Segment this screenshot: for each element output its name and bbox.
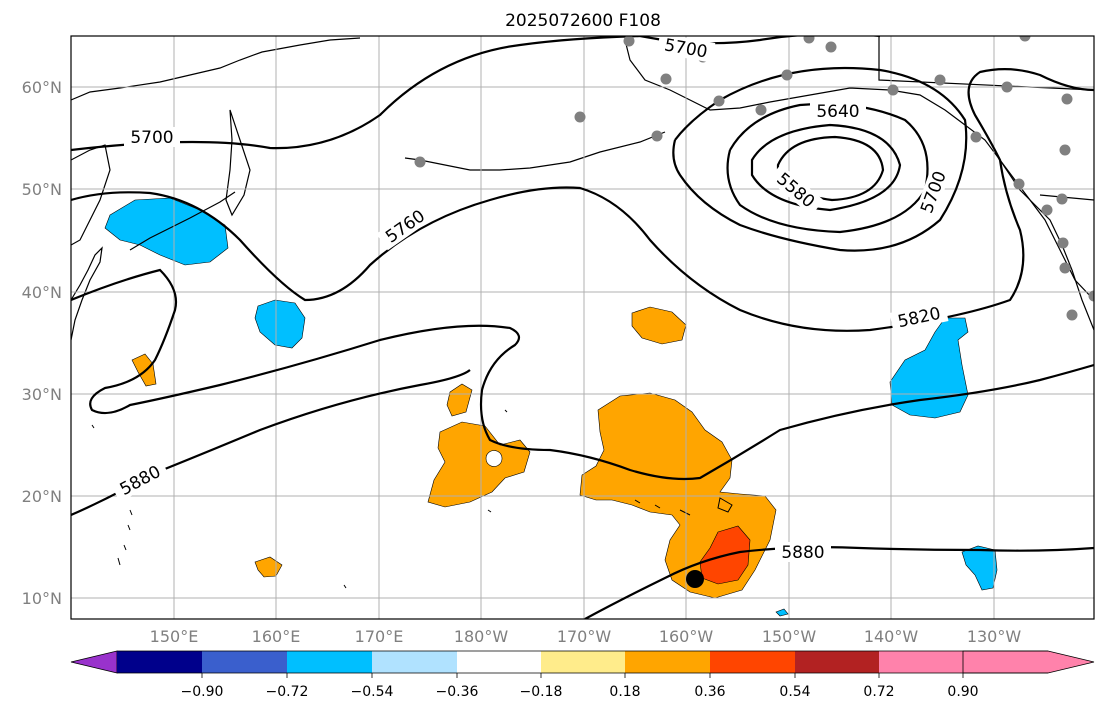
station-dot	[1019, 36, 1031, 42]
colorbar-tick-label: −0.18	[520, 684, 563, 700]
colorbar-tick-label: −0.90	[181, 684, 224, 700]
station-dot	[1001, 81, 1013, 93]
lon-label: 160°W	[659, 627, 714, 646]
colorbar-tick-label: 0.18	[609, 684, 640, 700]
colorbar-bin	[541, 651, 625, 673]
station-dot	[1056, 193, 1068, 205]
colorbar-tick-label: 0.36	[694, 684, 725, 700]
station-dot	[1057, 237, 1069, 249]
negative-anomaly-region	[961, 545, 998, 591]
colorbar-ticks	[201, 673, 964, 678]
colorbar-bin	[287, 651, 372, 673]
colorbar-extend-high	[962, 650, 1095, 674]
figure-title: 2025072600 F108	[505, 11, 661, 31]
kuril-islands	[129, 191, 236, 251]
contour-5700-west	[71, 36, 641, 152]
storm-position-marker	[686, 570, 704, 588]
longitude-labels: 150°E 160°E 170°E 180°W 170°W 160°W 150°…	[150, 627, 1022, 646]
lat-label: 50°N	[22, 180, 62, 199]
colorbar-tick-label: 0.72	[863, 684, 894, 700]
contour-5700-east	[672, 66, 968, 252]
lon-label: 140°W	[864, 627, 919, 646]
lon-label: 150°E	[150, 627, 199, 646]
colorbar-bin	[625, 651, 710, 673]
station-dot	[623, 36, 635, 47]
station-dot	[781, 69, 793, 81]
lat-label: 60°N	[22, 78, 62, 97]
lon-label: 150°W	[762, 627, 817, 646]
map-background	[71, 36, 1094, 619]
station-dot	[1066, 309, 1078, 321]
observation-stations	[414, 36, 1094, 321]
colorbar-bin	[117, 651, 202, 673]
okhotsk-coast	[71, 144, 111, 246]
lon-label: 170°E	[355, 627, 404, 646]
station-dot	[887, 84, 899, 96]
contour-5820	[71, 268, 1094, 481]
colorbar-tick-label: −0.54	[351, 684, 394, 700]
alaska-coast	[624, 39, 1094, 301]
station-dot	[651, 130, 663, 142]
positive-anomaly-region	[631, 306, 687, 345]
map-frame	[70, 35, 1095, 620]
station-dot	[414, 156, 426, 168]
north-america-coast	[999, 159, 1094, 331]
colorbar-bin	[795, 651, 879, 673]
colorbar-extend-low	[70, 650, 118, 674]
station-dot	[934, 74, 946, 86]
station-dot	[660, 73, 672, 85]
contour-label: 5880	[781, 543, 824, 563]
contour-label: 5640	[816, 102, 859, 122]
colorbar-bin	[202, 651, 287, 673]
positive-anomaly-region	[131, 353, 157, 387]
station-dot	[1059, 144, 1071, 156]
lon-label: 160°E	[252, 627, 301, 646]
asia-coast	[71, 37, 361, 101]
colorbar: −0.90 −0.72 −0.54 −0.36 −0.18 0.18 0.36 …	[70, 650, 1095, 700]
lon-label: 130°W	[967, 627, 1022, 646]
colorbar-bin	[710, 651, 795, 673]
negative-anomaly-region	[254, 299, 306, 349]
japan-coast	[71, 246, 103, 341]
hawaii-islands	[634, 497, 733, 516]
negative-anomaly-region	[889, 317, 969, 419]
negative-anomaly-region	[775, 608, 789, 617]
lon-label: 170°W	[557, 627, 612, 646]
station-dot	[1088, 290, 1094, 302]
kamchatka-coast	[225, 109, 251, 217]
lat-label: 40°N	[22, 283, 62, 302]
colorbar-bin	[879, 651, 963, 673]
coastlines	[71, 36, 1094, 341]
contour-5620	[750, 123, 902, 212]
colorbar-bin	[372, 651, 457, 673]
station-dot	[755, 104, 767, 116]
station-dot	[713, 95, 725, 107]
station-dot	[1013, 178, 1025, 190]
positive-anomaly-region	[446, 383, 473, 417]
lat-label: 10°N	[22, 589, 62, 608]
station-dot	[574, 111, 586, 123]
colorbar-tick-label: −0.36	[436, 684, 479, 700]
station-dot	[1041, 204, 1053, 216]
station-dot	[803, 36, 815, 44]
colorbar-tick-label: 0.90	[947, 684, 978, 700]
colorbar-tick-label: −0.72	[266, 684, 309, 700]
latitude-labels: 10°N 20°N 30°N 40°N 50°N 60°N	[22, 78, 62, 608]
colorbar-tick-label: 0.54	[779, 684, 810, 700]
lat-label: 20°N	[22, 487, 62, 506]
lat-label: 30°N	[22, 385, 62, 404]
contour-label: 5700	[130, 128, 173, 148]
lon-label: 180°W	[454, 627, 509, 646]
contour-5760	[71, 68, 1094, 332]
positive-anomaly-region	[427, 421, 531, 508]
station-dot	[970, 131, 982, 143]
colorbar-bin	[457, 651, 541, 673]
station-dot	[1061, 93, 1073, 105]
station-dot	[1059, 262, 1071, 274]
aleutian-islands	[404, 131, 666, 171]
small-islands	[91, 409, 733, 589]
station-dot	[825, 41, 837, 53]
